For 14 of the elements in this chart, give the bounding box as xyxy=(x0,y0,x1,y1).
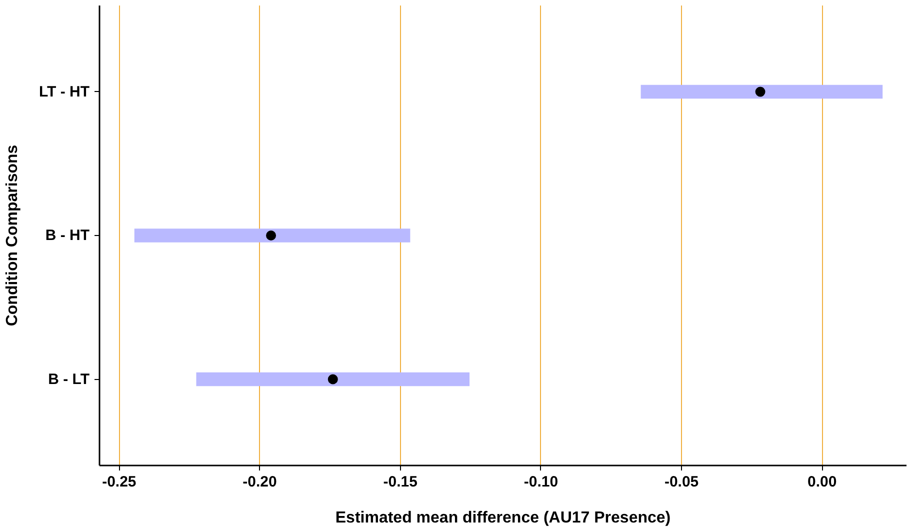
x-tick-label: 0.00 xyxy=(808,474,837,490)
y-tick-label: B - HT xyxy=(45,227,90,244)
y-tick-label: LT - HT xyxy=(38,83,90,100)
x-tick-label: -0.20 xyxy=(242,474,277,490)
y-axis-title: Condition Comparisons xyxy=(4,144,21,326)
x-tick-label: -0.10 xyxy=(524,474,558,490)
x-tick-label: -0.15 xyxy=(383,474,418,490)
x-axis-title: Estimated mean difference (AU17 Presence) xyxy=(335,510,671,526)
bar xyxy=(134,228,410,242)
bar xyxy=(640,84,883,99)
bar xyxy=(196,372,470,386)
y-tick-label: B - LT xyxy=(48,370,90,388)
x-tick-label: -0.05 xyxy=(664,474,699,490)
x-tick-label: -0.25 xyxy=(102,474,136,490)
